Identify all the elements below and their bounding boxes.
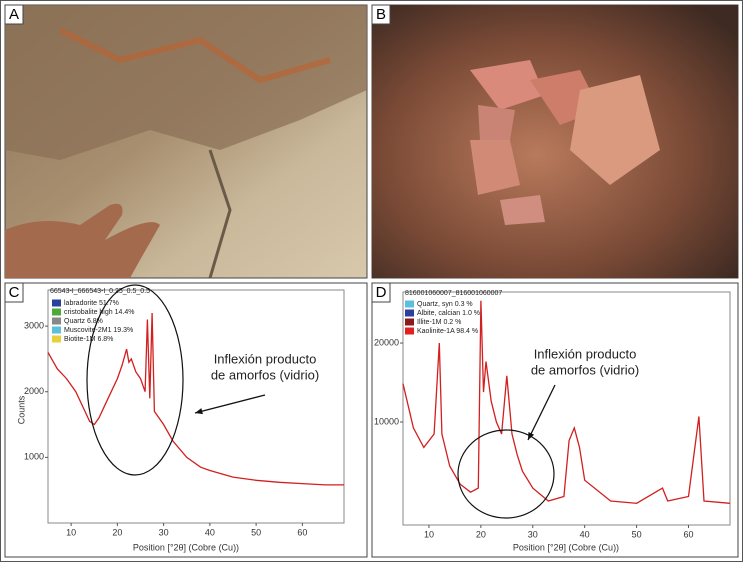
x-tick-label: 20 bbox=[476, 529, 486, 539]
panel-label-box bbox=[371, 282, 391, 303]
annotation: Inflexión producto bbox=[534, 346, 637, 361]
x-tick-label: 40 bbox=[580, 529, 590, 539]
plot-area bbox=[402, 291, 731, 526]
x-tick-label: 60 bbox=[683, 529, 693, 539]
annotation: de amorfos (vidrio) bbox=[211, 367, 319, 382]
highlight-ellipse bbox=[457, 429, 555, 519]
x-tick-label: 30 bbox=[528, 529, 538, 539]
x-tick-label: 40 bbox=[205, 527, 215, 537]
panel-label: A bbox=[9, 6, 19, 23]
x-tick-label: 50 bbox=[251, 527, 261, 537]
legend-label: Illite-1M 0.2 % bbox=[417, 319, 461, 326]
x-tick-label: 10 bbox=[66, 527, 76, 537]
panel-label-box bbox=[4, 282, 24, 303]
legend-label: Muscovite-2M1 19.3% bbox=[64, 327, 133, 334]
panel-label-box bbox=[371, 4, 391, 25]
legend-label: Quartz, syn 0.3 % bbox=[417, 301, 473, 308]
x-tick-label: 50 bbox=[632, 529, 642, 539]
arrow-head bbox=[528, 432, 535, 440]
plot-area bbox=[47, 289, 345, 524]
legend-label: Kaolinite-1A 98.4 % bbox=[417, 328, 478, 335]
annotation: Inflexión producto bbox=[214, 351, 317, 366]
legend-swatch bbox=[405, 309, 414, 317]
photo-a bbox=[4, 4, 368, 279]
x-axis-label: Position [°2θ] (Cobre (Cu)) bbox=[513, 542, 619, 552]
arrow bbox=[194, 394, 266, 414]
y-axis-label: Counts bbox=[16, 395, 26, 424]
annotation: de amorfos (vidrio) bbox=[531, 362, 639, 377]
legend-label: Quartz 6.8% bbox=[64, 318, 103, 325]
legend-swatch bbox=[52, 326, 61, 334]
photo-b bbox=[371, 4, 739, 279]
legend-swatch bbox=[52, 317, 61, 325]
y-tick-label: 10000 bbox=[374, 416, 399, 426]
arrow-head bbox=[195, 408, 203, 415]
panel-label-box bbox=[4, 4, 24, 25]
x-tick-label: 20 bbox=[112, 527, 122, 537]
chart-title: 66543-I_666543-I_0.25_0.5_0.5 bbox=[50, 288, 150, 295]
legend-label: Biotite-1M 6.8% bbox=[64, 336, 113, 343]
panel-label: B bbox=[376, 6, 386, 23]
legend-label: Albite, calcian 1.0 % bbox=[417, 310, 480, 317]
legend-swatch bbox=[52, 335, 61, 343]
x-tick-label: 60 bbox=[297, 527, 307, 537]
x-tick-label: 30 bbox=[159, 527, 169, 537]
legend-swatch bbox=[405, 300, 414, 308]
y-tick-label: 20000 bbox=[374, 337, 399, 347]
legend-swatch bbox=[52, 299, 61, 307]
x-tick-label: 10 bbox=[424, 529, 434, 539]
panel-label: C bbox=[9, 284, 20, 301]
legend-swatch bbox=[52, 308, 61, 316]
y-tick-label: 1000 bbox=[24, 452, 44, 462]
legend-label: cristobalite high 14.4% bbox=[64, 309, 134, 316]
highlight-ellipse bbox=[86, 284, 184, 476]
x-axis-label: Position [°2θ] (Cobre (Cu)) bbox=[133, 542, 239, 552]
y-tick-label: 3000 bbox=[24, 320, 44, 330]
legend-label: labradorite 51.7% bbox=[64, 300, 119, 307]
panel-label: D bbox=[376, 284, 387, 301]
arrow bbox=[527, 384, 556, 441]
legend-swatch bbox=[405, 327, 414, 335]
chart-title: 816001060007_816001060007 bbox=[405, 290, 502, 297]
y-tick-label: 2000 bbox=[24, 386, 44, 396]
legend-swatch bbox=[405, 318, 414, 326]
pattern-line bbox=[47, 312, 344, 486]
pattern-line bbox=[402, 300, 731, 504]
